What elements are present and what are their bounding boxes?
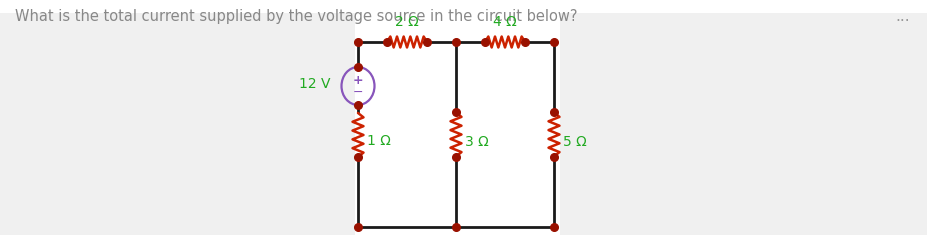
Text: 5 Ω: 5 Ω (563, 136, 586, 149)
Text: +: + (352, 74, 363, 87)
Text: 1 Ω: 1 Ω (366, 134, 390, 148)
Text: 2 Ω: 2 Ω (395, 15, 418, 29)
Text: 4 Ω: 4 Ω (492, 15, 516, 29)
Text: −: − (352, 85, 362, 99)
Text: ...: ... (895, 9, 909, 24)
Text: What is the total current supplied by the voltage source in the circuit below?: What is the total current supplied by th… (15, 9, 577, 24)
Text: 3 Ω: 3 Ω (464, 136, 489, 149)
FancyBboxPatch shape (0, 13, 355, 235)
FancyBboxPatch shape (559, 13, 927, 235)
Text: 12 V: 12 V (299, 77, 331, 91)
